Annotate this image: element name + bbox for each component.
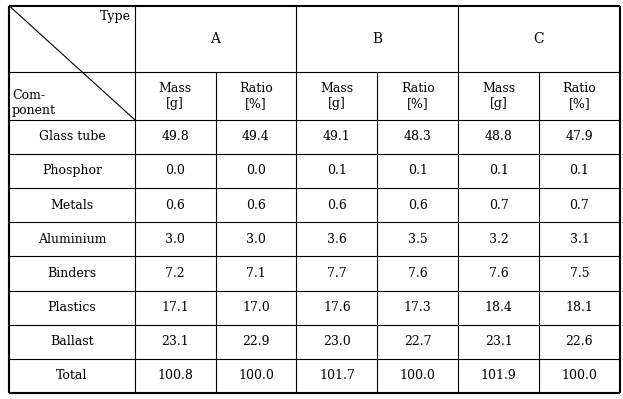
Text: 0.1: 0.1 [408, 164, 427, 178]
Text: 0.7: 0.7 [488, 199, 508, 211]
Text: 17.3: 17.3 [404, 301, 432, 314]
Text: Phosphor: Phosphor [42, 164, 102, 178]
Text: 17.1: 17.1 [161, 301, 189, 314]
Text: 7.6: 7.6 [488, 267, 508, 280]
Text: C: C [534, 32, 545, 46]
Text: 0.1: 0.1 [569, 164, 589, 178]
Text: 100.0: 100.0 [238, 369, 274, 382]
Text: 17.0: 17.0 [242, 301, 270, 314]
Text: Metals: Metals [50, 199, 93, 211]
Text: 3.0: 3.0 [246, 233, 266, 246]
Text: 0.7: 0.7 [569, 199, 589, 211]
Text: 0.1: 0.1 [488, 164, 508, 178]
Text: Glass tube: Glass tube [39, 130, 105, 143]
Text: 7.5: 7.5 [569, 267, 589, 280]
Text: Ballast: Ballast [50, 335, 94, 348]
Text: 22.7: 22.7 [404, 335, 432, 348]
Text: 22.9: 22.9 [242, 335, 270, 348]
Text: Total: Total [56, 369, 88, 382]
Text: Mass
[g]: Mass [g] [320, 82, 353, 110]
Text: Ratio
[%]: Ratio [%] [239, 82, 273, 110]
Text: Type: Type [100, 10, 131, 23]
Text: 3.2: 3.2 [488, 233, 508, 246]
Text: 48.3: 48.3 [404, 130, 432, 143]
Text: 18.1: 18.1 [566, 301, 593, 314]
Text: Com-
ponent: Com- ponent [12, 89, 56, 117]
Text: 49.1: 49.1 [323, 130, 351, 143]
Text: 18.4: 18.4 [485, 301, 513, 314]
Text: 3.5: 3.5 [408, 233, 427, 246]
Text: 101.9: 101.9 [481, 369, 516, 382]
Text: 0.0: 0.0 [165, 164, 185, 178]
Text: A: A [211, 32, 221, 46]
Text: 48.8: 48.8 [485, 130, 513, 143]
Text: 7.2: 7.2 [165, 267, 185, 280]
Text: 22.6: 22.6 [566, 335, 593, 348]
Text: 23.0: 23.0 [323, 335, 351, 348]
Text: 3.0: 3.0 [165, 233, 185, 246]
Text: Mass
[g]: Mass [g] [482, 82, 515, 110]
Text: 0.6: 0.6 [327, 199, 347, 211]
Text: B: B [372, 32, 383, 46]
Text: 49.8: 49.8 [161, 130, 189, 143]
Text: 0.6: 0.6 [246, 199, 266, 211]
Text: Mass
[g]: Mass [g] [159, 82, 192, 110]
Text: Ratio
[%]: Ratio [%] [401, 82, 435, 110]
Text: Ratio
[%]: Ratio [%] [563, 82, 596, 110]
Text: 0.1: 0.1 [327, 164, 347, 178]
Text: Binders: Binders [47, 267, 97, 280]
Text: 100.0: 100.0 [400, 369, 435, 382]
Text: 23.1: 23.1 [161, 335, 189, 348]
Text: 49.4: 49.4 [242, 130, 270, 143]
Text: 100.0: 100.0 [561, 369, 597, 382]
Text: Plastics: Plastics [47, 301, 97, 314]
Text: 3.6: 3.6 [327, 233, 347, 246]
Text: 47.9: 47.9 [566, 130, 593, 143]
Text: 0.6: 0.6 [408, 199, 427, 211]
Text: 17.6: 17.6 [323, 301, 351, 314]
Text: 101.7: 101.7 [319, 369, 354, 382]
Text: 23.1: 23.1 [485, 335, 513, 348]
Text: 7.1: 7.1 [246, 267, 266, 280]
Text: Aluminium: Aluminium [38, 233, 107, 246]
Text: 0.0: 0.0 [246, 164, 266, 178]
Text: 7.7: 7.7 [327, 267, 346, 280]
Text: 3.1: 3.1 [569, 233, 589, 246]
Text: 0.6: 0.6 [165, 199, 185, 211]
Text: 7.6: 7.6 [408, 267, 427, 280]
Text: 100.8: 100.8 [157, 369, 193, 382]
